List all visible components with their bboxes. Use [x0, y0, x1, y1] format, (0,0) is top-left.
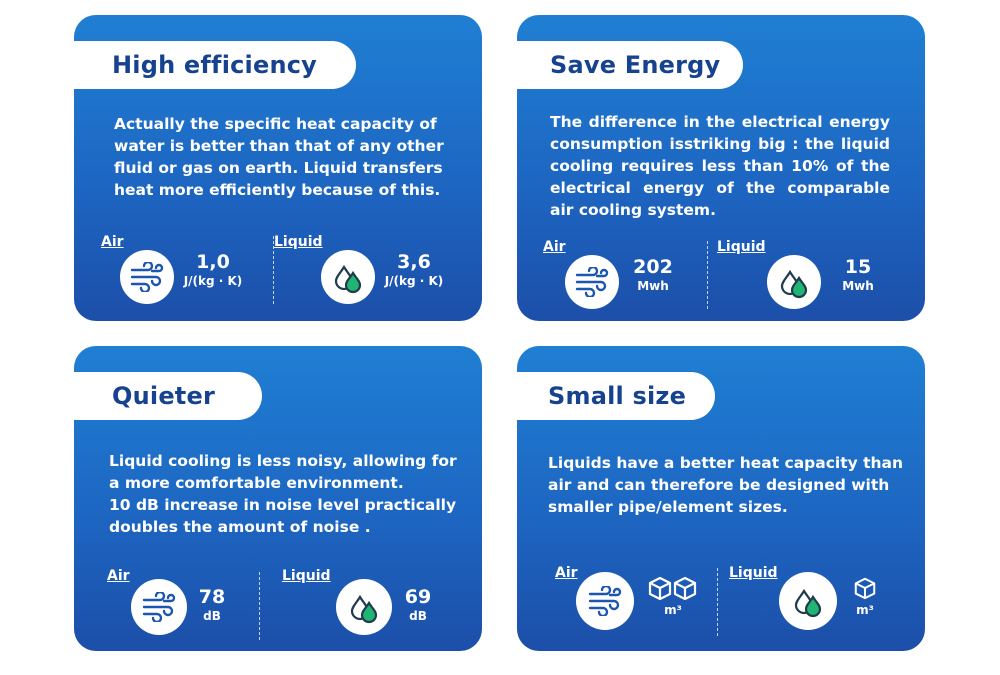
card-title: High efficiency: [112, 51, 318, 79]
air-value-unit: Mwh: [637, 279, 669, 293]
liquid-value-unit: Mwh: [842, 279, 874, 293]
air-label: Air: [107, 568, 130, 584]
liquid-value: 15 Mwh: [835, 256, 881, 294]
liquid-value-unit: dB: [409, 609, 427, 623]
cube-icon: [853, 576, 877, 600]
air-value-unit: dB: [203, 609, 221, 623]
liquid-value: m³: [845, 602, 885, 618]
description-line: heat more efficiently because of this.: [114, 181, 441, 199]
cube-icon: [647, 576, 699, 600]
description-line: air and can therefore be designed with: [548, 476, 890, 494]
air-value: 78 dB: [192, 586, 232, 624]
description-line: The difference in the electrical energy …: [550, 113, 890, 219]
liquid-label: Liquid: [274, 234, 323, 250]
air-value-unit: m³: [664, 603, 682, 617]
liquid-label: Liquid: [717, 239, 766, 255]
air-value-number: 1,0: [196, 251, 230, 273]
card-title: Quieter: [112, 382, 215, 410]
air-label: Air: [555, 565, 578, 581]
wind-icon: [120, 250, 174, 304]
divider: [273, 236, 274, 304]
card-title-pill: Small size: [517, 372, 715, 420]
air-value-number: 78: [198, 586, 226, 608]
droplets-icon: [767, 255, 821, 309]
card-description: Liquids have a better heat capacity than…: [548, 452, 904, 518]
card-description: Liquid cooling is less noisy, allowing f…: [109, 450, 459, 538]
card-title: Save Energy: [550, 51, 721, 79]
air-value: 1,0 J/(kg · K): [178, 251, 248, 289]
liquid-label: Liquid: [282, 568, 331, 584]
liquid-value-number: 15: [844, 256, 872, 278]
wind-icon: [565, 255, 619, 309]
divider: [707, 241, 708, 309]
card-title: Small size: [548, 382, 687, 410]
liquid-value-number: 3,6: [397, 251, 431, 273]
card-description: The difference in the electrical energy …: [550, 111, 890, 221]
card-save-energy: Save Energy The difference in the electr…: [517, 15, 925, 321]
description-line: Liquid cooling is less noisy, allowing f…: [109, 452, 457, 470]
liquid-value-unit: J/(kg · K): [384, 274, 444, 288]
card-title-pill: Quieter: [74, 372, 262, 420]
divider: [717, 568, 718, 636]
card-high-efficiency: High efficiency Actually the specific he…: [74, 15, 482, 321]
divider: [259, 572, 260, 640]
card-description: Actually the specific heat capacity of w…: [114, 113, 444, 201]
liquid-value-number: 69: [404, 586, 432, 608]
description-line: doubles the amount of noise .: [109, 518, 371, 536]
air-label: Air: [543, 239, 566, 255]
wind-icon: [131, 579, 187, 635]
description-line: smaller pipe/element sizes.: [548, 498, 788, 516]
liquid-label: Liquid: [729, 565, 778, 581]
liquid-value: 3,6 J/(kg · K): [377, 251, 451, 289]
air-label: Air: [101, 234, 124, 250]
description-line: fluid or gas on earth. Liquid transfers: [114, 159, 443, 177]
wind-icon: [576, 572, 634, 630]
air-value-unit: J/(kg · K): [183, 274, 243, 288]
liquid-value-unit: m³: [856, 603, 874, 617]
description-line: a more comfortable environment.: [109, 474, 404, 492]
droplets-icon: [779, 572, 837, 630]
air-value-number: 202: [633, 256, 673, 278]
description-line: water is better than that of any other: [114, 137, 444, 155]
liquid-value: 69 dB: [398, 586, 438, 624]
card-small-size: Small size Liquids have a better heat ca…: [517, 346, 925, 651]
card-title-pill: High efficiency: [74, 41, 356, 89]
description-line: Actually the specific heat capacity of: [114, 115, 437, 133]
droplets-icon: [321, 250, 375, 304]
description-line: Liquids have a better heat capacity than: [548, 454, 904, 472]
air-value: 202 Mwh: [627, 256, 679, 294]
droplets-icon: [336, 579, 392, 635]
description-line: 10 dB increase in noise level practicall…: [109, 496, 457, 514]
air-value: m³: [653, 602, 693, 618]
card-title-pill: Save Energy: [517, 41, 743, 89]
card-quieter: Quieter Liquid cooling is less noisy, al…: [74, 346, 482, 651]
